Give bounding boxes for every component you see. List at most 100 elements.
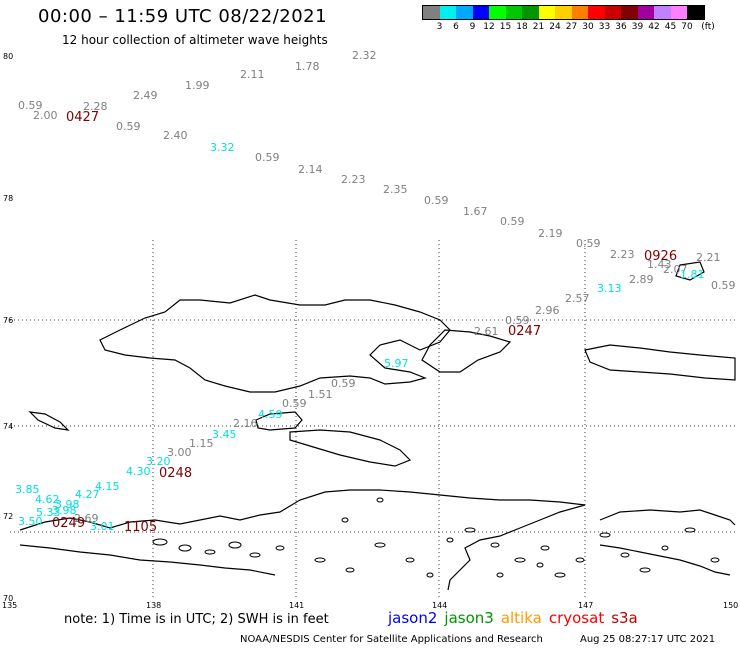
wave-height-value: 1.78 [295,60,320,73]
legend-swatch [472,6,489,19]
lat-label: 72 [3,512,13,521]
satellite-altika: altika [500,609,542,627]
satellite-s3a: s3a [611,609,638,627]
legend-swatch [423,6,440,19]
wave-height-value: 4.30 [126,465,151,478]
legend-label: 15 [499,22,512,32]
wave-height-value: 2.96 [535,304,560,317]
wave-height-value: 5.97 [384,357,409,370]
lon-label: 150 [723,601,738,610]
color-legend: 3 6 9 12 15 18 21 24 27 30 33 36 39 42 45 70 (ft) [422,5,715,32]
legend-label: 39 [631,22,644,32]
wave-height-value: 2.32 [352,49,377,62]
wave-height-value: 1.99 [185,79,210,92]
wave-height-value: 2.21 [696,251,721,264]
legend-swatch [456,6,473,19]
wave-height-value: 3.50 [18,515,43,528]
wave-height-value: 2.23 [610,248,635,261]
map-subtitle: 12 hour collection of altimeter wave hei… [62,33,328,47]
wave-height-value: 0.59 [424,194,449,207]
wave-height-value: 0.59 [255,151,280,164]
lat-lon-grid [10,240,735,598]
legend-swatch [588,6,605,19]
pass-time-label: 0926 [644,249,677,264]
units-note: note: 1) Time is in UTC; 2) SWH is in fe… [64,612,329,627]
wave-height-value: 0.59 [576,237,601,250]
wave-height-value: 2.40 [163,129,188,142]
wave-height-value: 2.16 [233,417,258,430]
wave-height-value: 1.81 [680,268,705,281]
wave-height-value: 4.59 [258,408,283,421]
wave-height-value: 2.57 [565,292,590,305]
legend-swatch [687,6,704,19]
legend-swatch [604,6,621,19]
wave-height-value: 3.20 [146,455,171,468]
satellite-jason2: jason2 [388,609,438,627]
legend-color-bar [422,5,705,20]
wave-height-value: 2.14 [298,163,323,176]
legend-unit: (ft) [701,22,715,32]
legend-label: 21 [532,22,545,32]
footer-credit: NOAA/NESDIS Center for Satellite Applica… [240,634,543,645]
legend-label: 6 [453,22,459,32]
coastline [19,261,736,591]
legend-swatch [621,6,638,19]
wave-height-value: 1.51 [308,388,333,401]
legend-swatch [654,6,671,19]
legend-swatch [538,6,555,19]
map-title: 00:00 – 11:59 UTC 08/22/2021 [38,6,328,27]
lon-label: 135 [2,601,17,610]
wave-height-value: 3.85 [15,483,40,496]
wave-height-value: 2.69 [74,512,99,525]
wave-height-value: 2.89 [629,273,654,286]
wave-height-value: 0.59 [500,215,525,228]
legend-swatch [670,6,687,19]
legend-label: 27 [565,22,578,32]
wave-height-value: 4.27 [75,488,100,501]
wave-height-value: 3.98 [55,498,80,511]
wave-height-value: 2.49 [133,89,158,102]
pass-time-label: 0247 [508,324,541,339]
lat-label: 80 [3,52,13,61]
wave-height-value: 1.67 [463,205,488,218]
lat-label: 76 [3,316,13,325]
satellite-legend: jason2 jason3 altika cryosat s3a [388,609,645,627]
pass-time-labels: 0427 0926 0247 0248 0249 1105 [52,110,677,535]
legend-swatch [571,6,588,19]
legend-label: 42 [648,22,660,32]
wave-height-value: 0.59 [282,397,307,410]
legend-label: 45 [664,22,677,32]
pass-time-label: 0248 [159,466,192,481]
legend-swatch [637,6,654,19]
lon-label: 147 [578,601,593,610]
wave-height-value: 2.28 [83,100,108,113]
wave-height-value: 1.43 [647,258,672,271]
wave-height-value: 3.32 [210,141,235,154]
wave-height-values: 0.592.002.280.592.492.401.993.322.110.59… [15,49,736,533]
legend-labels: 3 6 9 12 15 18 21 24 27 30 33 36 39 42 45 70 (ft) [422,20,715,32]
pass-time-label: 0249 [52,516,85,531]
legend-label: 3 [436,22,443,32]
wave-height-value: 3.13 [597,282,622,295]
legend-label: 30 [582,22,594,32]
legend-label: 12 [483,22,495,32]
wave-height-value: 2.00 [33,109,58,122]
wave-height-value: 2.19 [538,227,563,240]
wave-height-value: 0.59 [116,120,141,133]
legend-label: 33 [598,22,611,32]
legend-label: 18 [516,22,528,32]
satellite-cryosat: cryosat [548,609,605,627]
wave-height-value: 2.07 [663,263,688,276]
legend-label: 9 [469,22,476,32]
lat-label: 74 [3,422,13,431]
wave-height-value: 2.23 [341,173,366,186]
legend-label: 24 [549,22,561,32]
pass-time-label: 0427 [66,110,99,125]
wave-height-value: 2.61 [474,325,499,338]
wave-height-value: 0.59 [331,377,356,390]
coastal-lagoons [152,497,720,578]
legend-swatch [555,6,572,19]
wave-height-value: 2.35 [383,183,408,196]
legend-label: 36 [615,22,627,32]
